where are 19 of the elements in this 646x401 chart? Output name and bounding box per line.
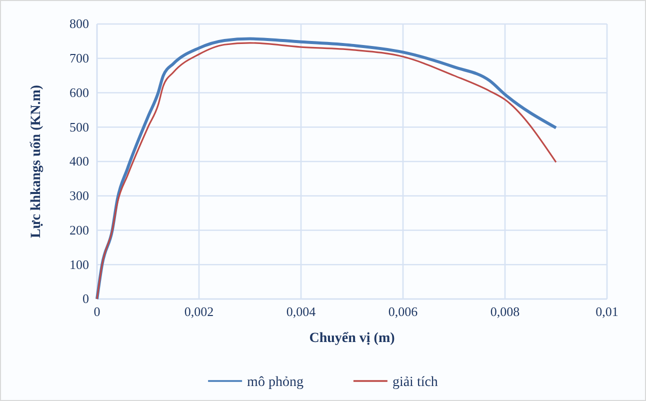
x-axis-title: Chuyển vị (m) <box>309 331 396 346</box>
x-tick-label: 0,01 <box>596 304 618 320</box>
x-tick-label: 0,004 <box>286 304 316 320</box>
legend-label: mô phỏng <box>247 375 304 390</box>
y-tick-label: 0 <box>82 291 89 306</box>
x-tick-label: 0 <box>94 304 100 320</box>
legend-label: giải tích <box>392 375 438 390</box>
y-tick-label: 200 <box>70 222 89 238</box>
y-tick-label: 800 <box>70 16 89 32</box>
y-tick-label: 500 <box>70 119 89 134</box>
y-axis-title: Lực khkangs uốn (KN.m) <box>29 84 44 238</box>
x-tick-label: 0,002 <box>184 304 214 320</box>
y-tick-label: 700 <box>70 50 89 66</box>
y-tick-label: 100 <box>70 256 89 272</box>
x-tick-label: 0,008 <box>490 304 520 320</box>
y-tick-label: 300 <box>70 188 89 204</box>
y-tick-label: 400 <box>70 154 89 169</box>
y-tick-label: 600 <box>70 84 89 100</box>
x-tick-label: 0,006 <box>388 304 418 320</box>
